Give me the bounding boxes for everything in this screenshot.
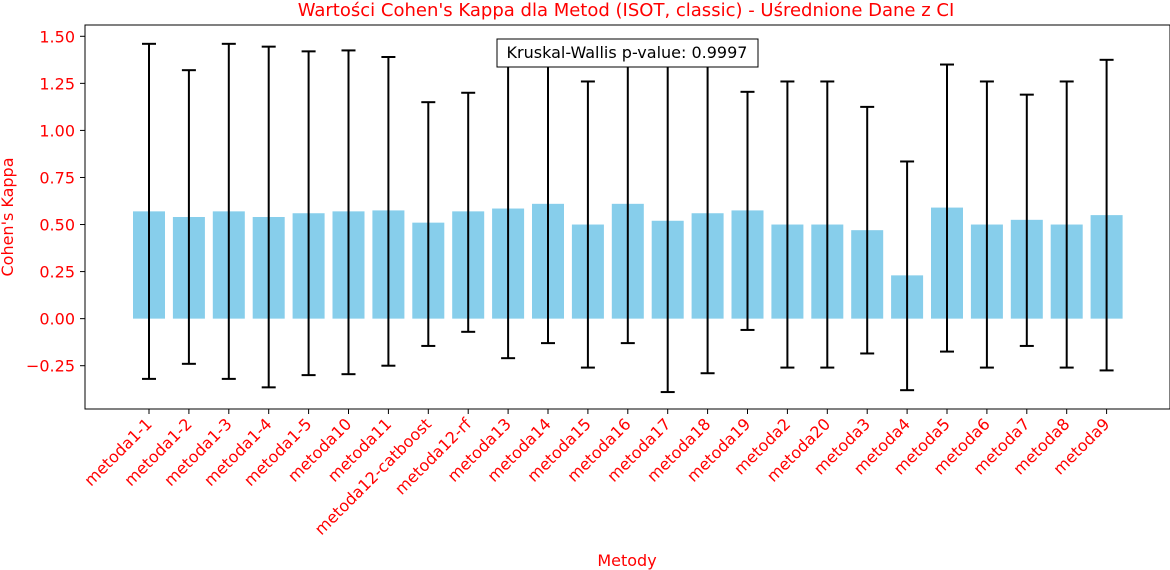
errorbar-metoda1-4 [261,45,276,389]
y-tick-label: 1.25 [39,74,75,93]
errorbar-metoda20 [820,80,835,369]
errorbar-metoda5 [940,63,954,353]
y-tick-label: 0.00 [39,310,75,329]
y-tick-label: 0.75 [39,168,75,187]
errorbar-metoda6 [979,80,994,369]
errorbar-metoda4 [900,160,915,392]
errorbar-metoda2 [780,80,795,369]
errorbar-metoda19 [740,90,755,331]
annotation-frame [496,38,759,68]
chart-title: Wartości Cohen's Kappa dla Metod (ISOT, … [298,0,955,21]
errorbar-metoda3 [860,105,875,355]
errorbar-metoda1-5 [301,50,316,377]
y-tick-label: −0.25 [26,357,75,376]
annotation-box: Kruskal-Wallis p-value: 0.9997 [496,38,759,68]
errorbar-metoda1-3 [221,42,236,380]
errorbar-metoda1-1 [142,42,156,380]
x-axis-label: Metody [597,551,656,570]
plot-area: −0.250.000.250.500.751.001.251.50metoda1… [26,24,1170,539]
errorbar-metoda10 [341,49,356,376]
errorbar-metoda11 [381,56,396,367]
y-tick-label: 1.00 [39,121,75,140]
annotation-text: Kruskal-Wallis p-value: 0.9997 [507,43,748,62]
y-tick-label: 1.50 [39,27,75,46]
errorbar-metoda7 [1019,93,1034,347]
errorbar-metoda15 [580,80,595,369]
errorbar-metoda9 [1099,58,1114,372]
errorbar-metoda8 [1059,80,1074,369]
y-tick-label: 0.25 [39,263,75,282]
errorbar-metoda12-rf [461,91,476,333]
y-tick-label: 0.50 [39,216,75,235]
errorbar-metoda12-catboost [421,101,436,347]
errorbar-metoda1-2 [181,69,196,365]
y-axis-label: Cohen's Kappa [0,157,17,276]
